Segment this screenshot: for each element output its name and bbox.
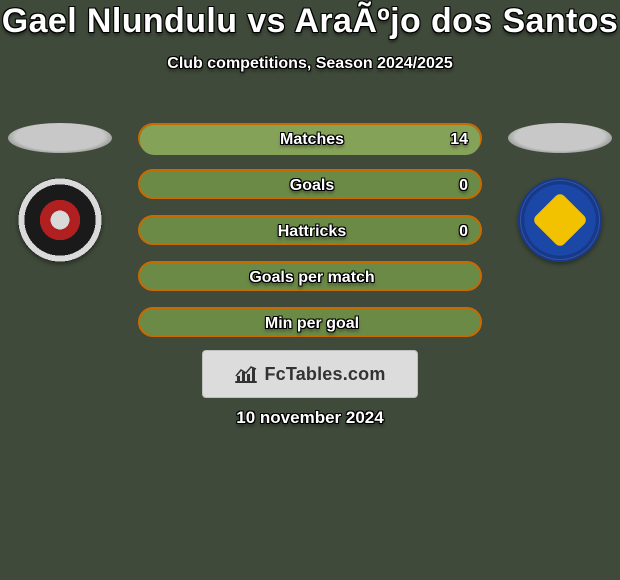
header: Gael Nlundulu vs AraÃºjo dos Santos Club… [0, 0, 620, 73]
stat-label: Min per goal [140, 309, 484, 339]
fctables-brand-box: FcTables.com [202, 350, 418, 398]
levski-sofia-crest [518, 178, 602, 262]
stat-label: Goals per match [140, 263, 484, 293]
report-date: 10 november 2024 [0, 408, 620, 428]
stat-row: Goals0 [138, 169, 482, 199]
lokomotiv-sofia-crest [18, 178, 102, 262]
player-left-silhouette [8, 123, 112, 153]
crest-ring [520, 180, 600, 260]
stat-row: Goals per match [138, 261, 482, 291]
stat-row: Matches14 [138, 123, 482, 153]
stat-label: Hattricks [140, 217, 484, 247]
stat-label: Goals [140, 171, 484, 201]
brand-label: FcTables.com [264, 364, 385, 385]
stat-row: Hattricks0 [138, 215, 482, 245]
stat-row: Min per goal [138, 307, 482, 337]
crest-ring [20, 180, 100, 260]
page-title: Gael Nlundulu vs AraÃºjo dos Santos [2, 2, 618, 41]
stat-value: 0 [459, 217, 468, 247]
stat-label: Matches [140, 125, 484, 155]
stat-value: 0 [459, 171, 468, 201]
page-subtitle: Club competitions, Season 2024/2025 [0, 55, 620, 73]
bar-chart-icon [234, 364, 258, 384]
stat-value: 14 [450, 125, 468, 155]
player-right-silhouette [508, 123, 612, 153]
comparison-infographic: Gael Nlundulu vs AraÃºjo dos Santos Club… [0, 0, 620, 580]
